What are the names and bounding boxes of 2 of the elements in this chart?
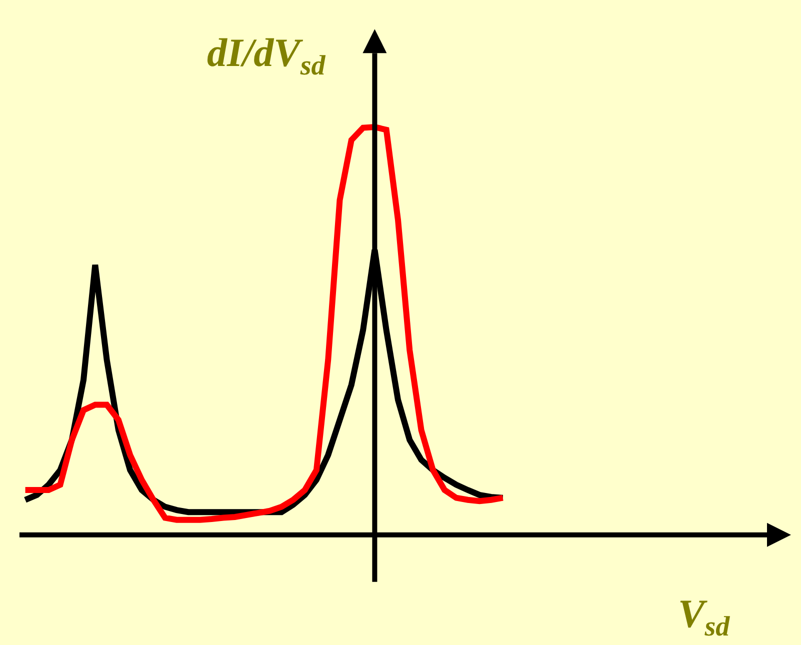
x-axis-title: V$_{sd}$ [678,591,731,642]
y-axis-title: dI/dV$_{sd}$ [207,30,326,82]
